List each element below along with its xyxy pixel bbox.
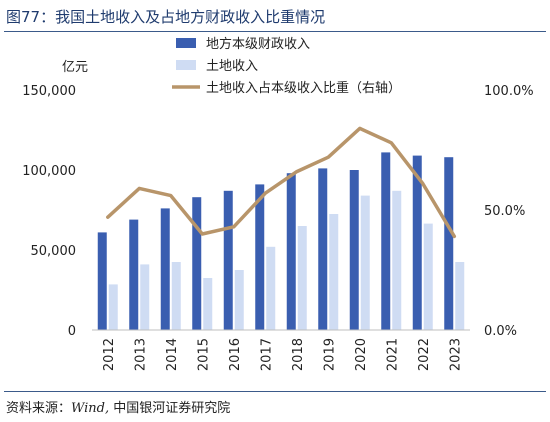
- bar-land-revenue: [108, 284, 118, 330]
- source-suffix: 中国银河证券研究院: [109, 401, 231, 416]
- figure-title: 图77：我国土地收入及占地方财政收入比重情况: [6, 8, 326, 26]
- line-point: [201, 232, 204, 236]
- bar-fiscal-revenue: [381, 152, 391, 330]
- x-tick-label: 2021: [385, 338, 400, 371]
- bar-fiscal-revenue: [192, 197, 202, 330]
- y-right-tick-label: 50.0%: [484, 204, 525, 219]
- bar-land-revenue: [234, 270, 244, 330]
- bar-land-revenue: [423, 223, 433, 330]
- y-right-tick-label: 0.0%: [484, 324, 517, 339]
- bar-land-revenue: [392, 190, 402, 330]
- bar-fiscal-revenue: [255, 184, 265, 330]
- legend-swatch-bar: [176, 60, 196, 70]
- source-prefix: 资料来源：: [6, 401, 72, 416]
- x-tick-label: 2013: [133, 338, 148, 371]
- x-tick-label: 2016: [228, 338, 243, 371]
- legend-label: 土地收入: [206, 59, 258, 74]
- bar-land-revenue: [455, 262, 465, 330]
- bar-land-revenue: [329, 214, 339, 330]
- line-land-share: [106, 126, 457, 239]
- x-tick-label: 2017: [259, 338, 274, 371]
- x-tick-label: 2014: [165, 338, 180, 371]
- x-tick-label: 2019: [322, 338, 337, 371]
- x-tick-label: 2023: [448, 338, 463, 371]
- line-point: [295, 170, 298, 173]
- title-rule: [4, 31, 546, 32]
- line-point: [232, 225, 235, 228]
- bar-fiscal-revenue: [318, 168, 328, 330]
- y-right-tick-label: 100.0%: [484, 84, 534, 99]
- x-tick-label: 2018: [291, 338, 306, 371]
- bar-land-revenue: [140, 264, 150, 330]
- bar-fiscal-revenue: [444, 157, 454, 330]
- y-left-tick-label: 0: [68, 324, 76, 339]
- line-point: [138, 187, 141, 190]
- bar-land-revenue: [360, 195, 370, 330]
- line-point: [390, 141, 393, 144]
- line-point: [327, 156, 330, 159]
- x-tick-label: 2012: [102, 338, 117, 371]
- bar-land-revenue: [171, 262, 181, 330]
- y-left-tick-label: 50,000: [31, 244, 77, 259]
- bar-fiscal-revenue: [223, 190, 233, 330]
- y-left-unit: 亿元: [62, 60, 88, 75]
- bar-land-revenue: [203, 278, 213, 330]
- bar-fiscal-revenue: [349, 170, 359, 330]
- x-tick-label: 2015: [196, 338, 211, 371]
- line-point: [106, 216, 109, 219]
- x-tick-label: 2020: [354, 338, 369, 371]
- y-left-tick-label: 150,000: [22, 84, 76, 99]
- line-point: [264, 192, 267, 195]
- bar-fiscal-revenue: [286, 173, 296, 330]
- bar-fiscal-revenue: [129, 219, 139, 330]
- line-point: [421, 182, 424, 185]
- legend-label: 地方本级财政收入: [206, 36, 310, 52]
- bar-land-revenue: [297, 226, 307, 330]
- y-left-tick-label: 100,000: [22, 164, 76, 179]
- line-point: [169, 194, 172, 197]
- line-point: [358, 127, 361, 130]
- source-rule: [4, 391, 546, 392]
- bar-land-revenue: [266, 246, 276, 330]
- legend-label: 土地收入占本级收入比重（右轴）: [206, 80, 401, 96]
- x-tick-label: 2022: [417, 338, 432, 371]
- legend-swatch-bar: [176, 38, 196, 48]
- line-point: [453, 235, 456, 238]
- source-italic: Wind,: [71, 401, 110, 416]
- source-note: 资料来源：Wind, 中国银河证券研究院: [6, 397, 230, 416]
- bar-fiscal-revenue: [412, 155, 422, 330]
- bar-fiscal-revenue: [160, 208, 170, 330]
- bar-fiscal-revenue: [97, 232, 107, 330]
